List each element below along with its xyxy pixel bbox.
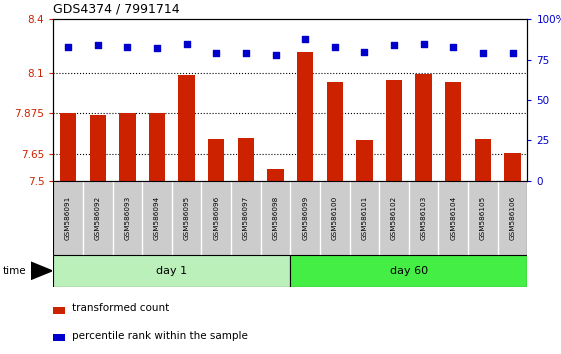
Text: GSM586099: GSM586099: [302, 195, 308, 240]
Text: GSM586100: GSM586100: [332, 195, 338, 240]
Point: [301, 36, 310, 42]
Text: GSM586103: GSM586103: [421, 195, 427, 240]
Bar: [53, 335, 65, 341]
Text: time: time: [3, 266, 26, 276]
Bar: [60, 113, 76, 181]
Text: GDS4374 / 7991714: GDS4374 / 7991714: [53, 3, 180, 16]
Bar: [53, 307, 65, 314]
Text: GSM586091: GSM586091: [65, 195, 71, 240]
Text: GSM586101: GSM586101: [361, 195, 367, 240]
Bar: [327, 82, 343, 181]
Point: [419, 41, 428, 46]
Text: day 1: day 1: [157, 266, 187, 276]
Point: [271, 52, 280, 58]
Point: [63, 44, 72, 50]
Text: GSM586097: GSM586097: [243, 195, 249, 240]
Bar: [297, 52, 313, 181]
Bar: [445, 82, 461, 181]
Bar: [268, 169, 284, 181]
Bar: [238, 138, 254, 181]
Point: [211, 51, 220, 56]
Text: GSM586096: GSM586096: [213, 195, 219, 240]
Point: [360, 49, 369, 55]
Text: GSM586094: GSM586094: [154, 195, 160, 240]
Bar: [386, 80, 402, 181]
Text: GSM586105: GSM586105: [480, 195, 486, 240]
Bar: [290, 255, 527, 287]
Text: day 60: day 60: [390, 266, 428, 276]
Point: [389, 42, 398, 48]
Point: [241, 51, 250, 56]
Text: GSM586098: GSM586098: [273, 195, 278, 240]
Point: [93, 42, 102, 48]
Point: [508, 51, 517, 56]
Bar: [119, 113, 136, 181]
Point: [153, 46, 162, 51]
Point: [123, 44, 132, 50]
Text: GSM586106: GSM586106: [509, 195, 516, 240]
Point: [182, 41, 191, 46]
Bar: [356, 140, 373, 181]
Polygon shape: [31, 262, 52, 280]
Text: GSM586102: GSM586102: [391, 195, 397, 240]
Bar: [178, 75, 195, 181]
Text: GSM586092: GSM586092: [95, 195, 101, 240]
Text: percentile rank within the sample: percentile rank within the sample: [72, 331, 248, 341]
Text: GSM586095: GSM586095: [183, 195, 190, 240]
Bar: [416, 74, 432, 181]
Bar: [90, 115, 106, 181]
Bar: [208, 139, 224, 181]
Text: transformed count: transformed count: [72, 303, 169, 313]
Text: GSM586104: GSM586104: [450, 195, 456, 240]
Bar: [149, 113, 165, 181]
Text: GSM586093: GSM586093: [125, 195, 130, 240]
Point: [330, 44, 339, 50]
Bar: [53, 255, 290, 287]
Bar: [504, 153, 521, 181]
Point: [449, 44, 458, 50]
Bar: [475, 139, 491, 181]
Point: [479, 51, 488, 56]
